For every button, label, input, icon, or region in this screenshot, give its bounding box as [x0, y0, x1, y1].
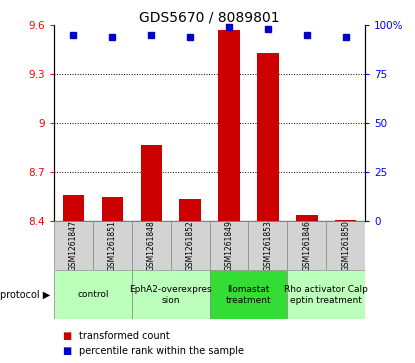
Title: GDS5670 / 8089801: GDS5670 / 8089801	[139, 10, 280, 24]
Text: GSM1261848: GSM1261848	[147, 221, 156, 271]
Bar	[257, 53, 278, 221]
Bar	[335, 220, 356, 221]
Bar	[296, 215, 317, 221]
Bar	[132, 270, 210, 319]
Text: transformed count: transformed count	[79, 331, 170, 341]
Text: percentile rank within the sample: percentile rank within the sample	[79, 346, 244, 356]
Bar	[249, 221, 287, 270]
Text: GSM1261852: GSM1261852	[186, 221, 195, 271]
Text: Rho activator Calp
eptin treatment: Rho activator Calp eptin treatment	[284, 285, 368, 305]
Text: ■: ■	[62, 331, 71, 341]
Bar	[218, 30, 240, 221]
Text: GSM1261847: GSM1261847	[69, 220, 78, 272]
Bar	[102, 197, 123, 221]
Text: Ilomastat
treatment: Ilomastat treatment	[226, 285, 271, 305]
Bar	[54, 221, 93, 270]
Bar	[171, 221, 210, 270]
Bar	[63, 195, 84, 221]
Text: GSM1261849: GSM1261849	[225, 220, 234, 272]
Text: GSM1261851: GSM1261851	[108, 221, 117, 271]
Bar	[287, 221, 326, 270]
Bar	[210, 221, 249, 270]
Text: ■: ■	[62, 346, 71, 356]
Text: GSM1261846: GSM1261846	[303, 220, 311, 272]
Bar	[210, 270, 287, 319]
Text: GSM1261850: GSM1261850	[341, 220, 350, 272]
Bar	[287, 270, 365, 319]
Bar	[326, 221, 365, 270]
Text: control: control	[77, 290, 109, 299]
Bar	[93, 221, 132, 270]
Bar	[132, 221, 171, 270]
Text: protocol ▶: protocol ▶	[0, 290, 50, 300]
Bar	[54, 270, 132, 319]
Bar	[141, 145, 162, 221]
Text: GSM1261853: GSM1261853	[264, 220, 272, 272]
Bar	[179, 199, 201, 221]
Text: EphA2-overexpres
sion: EphA2-overexpres sion	[129, 285, 212, 305]
